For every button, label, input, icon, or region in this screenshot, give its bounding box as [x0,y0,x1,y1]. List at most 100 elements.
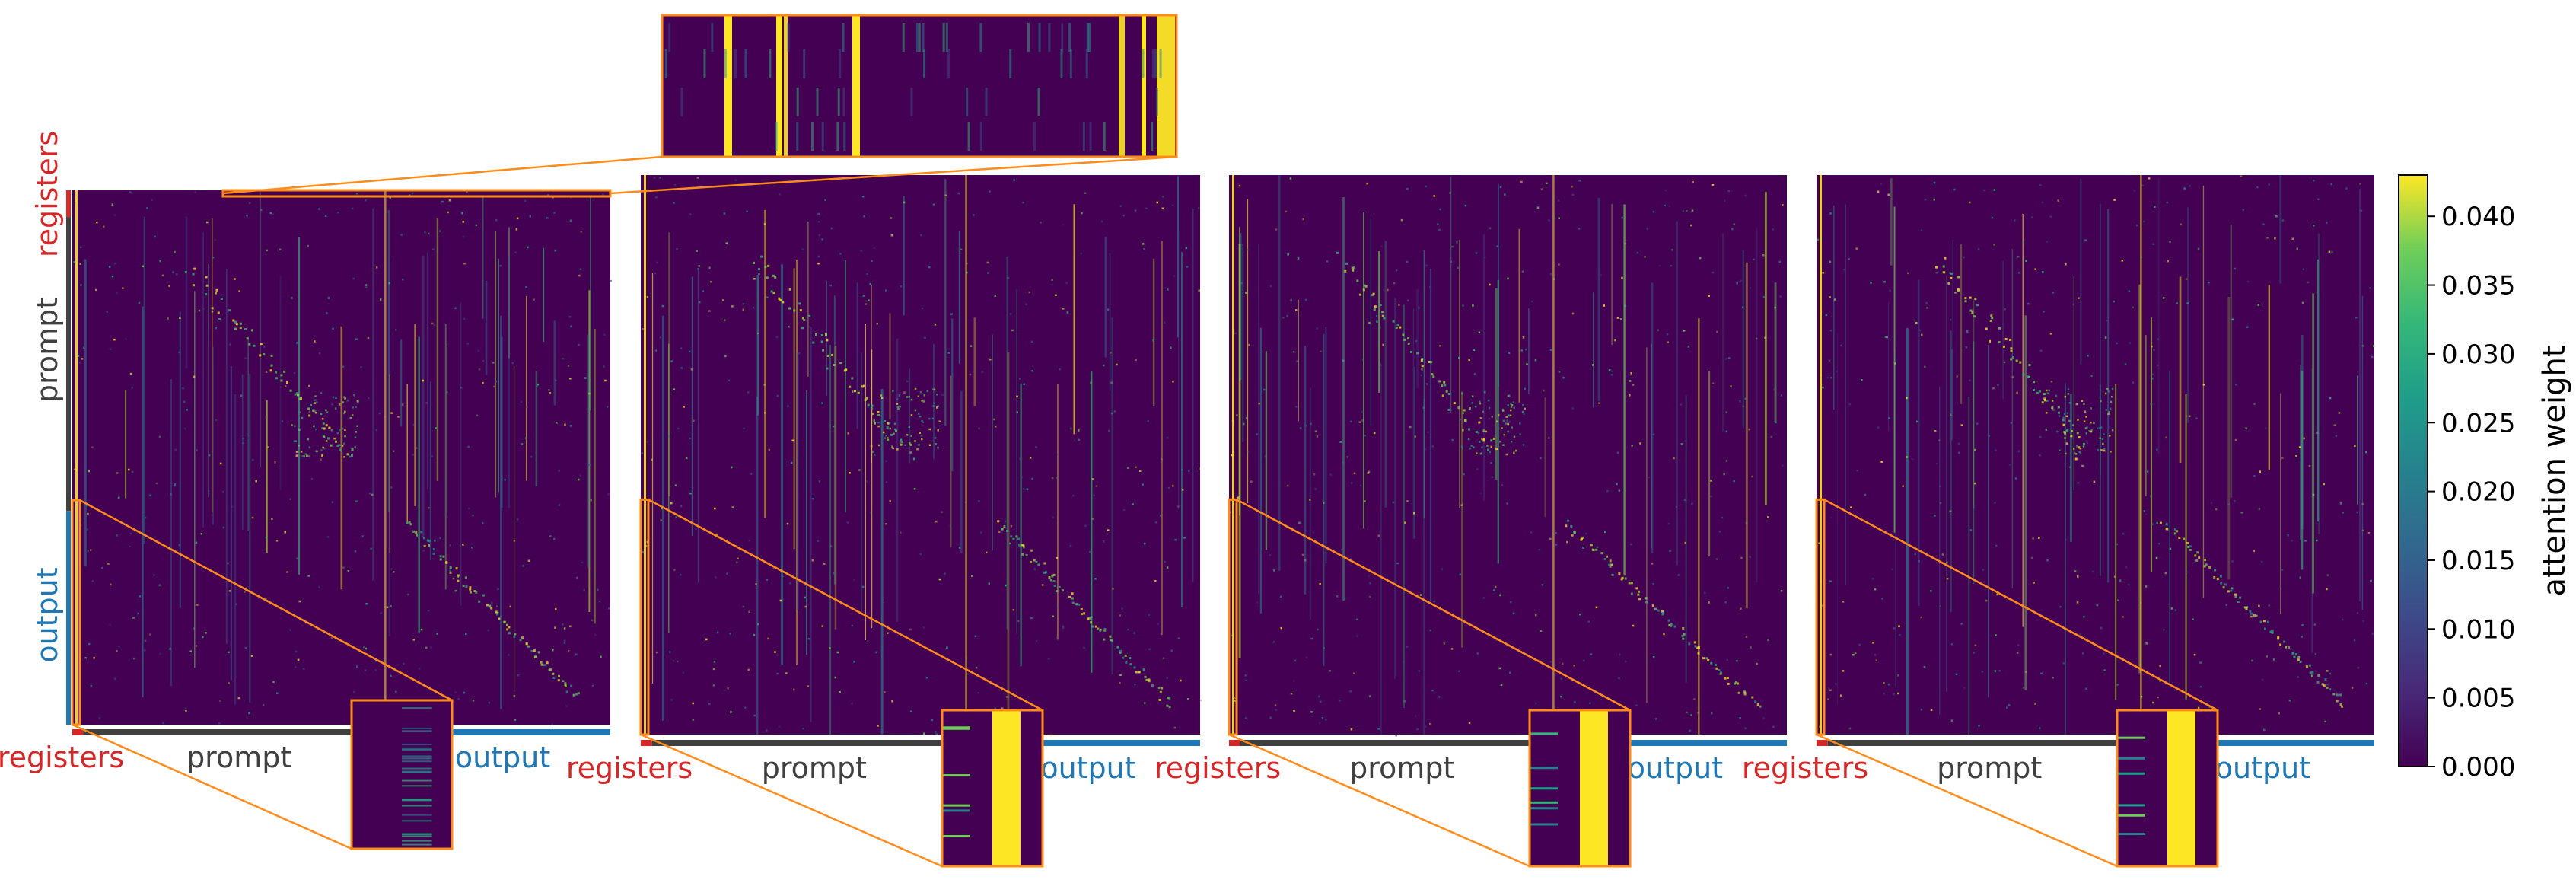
x-label-registers: registers [0,741,124,774]
zoom-connector [610,155,1177,195]
zoom-inset-row [668,23,671,52]
x-label-prompt: prompt [186,741,291,774]
zoom-inset-row [942,804,970,807]
zoom-inset-row [942,809,970,812]
colorbar-gradient [2398,174,2428,767]
zoom-inset-bright-column [1119,15,1125,157]
zoom-inset-row [402,835,432,837]
axis-bar-registers [1817,740,1828,746]
zoom-inset-row [1038,23,1041,52]
zoom-inset-row [680,88,683,116]
axis-bar-registers [66,190,71,218]
zoom-inset-row [796,88,799,116]
x-label-output: output [1628,751,1723,785]
zoom-source-box [71,499,81,726]
zoom-inset-row [922,23,925,52]
zoom-inset-row [2117,736,2145,739]
zoom-inset-row [1048,23,1051,52]
zoom-inset-row [1530,807,1558,810]
colorbar-tick-label: 0.035 [2441,271,2515,301]
zoom-inset-row [942,727,970,730]
zoom-inset-row [945,23,948,52]
zoom-inset-row [1151,49,1154,78]
zoom-inset-row [1154,49,1157,78]
zoom-inset-row [1103,122,1106,151]
zoom-inset-row [2117,757,2145,760]
zoom-connector [1816,733,2118,868]
zoom-inset-row [402,834,432,836]
zoom-inset-row [843,122,846,151]
axis-bar-prompt [1240,740,1564,746]
zoom-inset-row [837,88,840,116]
zoom-inset-row [1027,23,1030,52]
zoom-inset-row [842,88,845,116]
zoom-inset-row [402,814,432,816]
zoom-inset-row [839,49,842,78]
zoom-inset [1528,709,1632,868]
zoom-source-box [639,498,650,736]
heatmap-texture [1229,175,1784,737]
axis-bar-output [976,740,1200,746]
zoom-inset-row [664,49,667,78]
zoom-inset-bright-column [852,15,860,157]
zoom-source-box [1815,498,1826,736]
zoom-inset-row [796,122,799,151]
zoom-inset-row [947,49,950,78]
x-label-prompt: prompt [1349,751,1454,785]
zoom-inset-row [787,23,790,52]
zoom-inset-row [1530,801,1558,804]
zoom-inset [2116,709,2219,868]
zoom-inset-bright-column [784,15,788,157]
zoom-inset-row [821,122,824,151]
heatmap-texture [1817,175,2375,735]
heatmap-texture [73,190,612,725]
zoom-inset-row [1009,49,1012,78]
zoom-inset-row [816,88,819,116]
zoom-inset-bright-column [1580,710,1608,866]
zoom-inset-row [1082,122,1085,151]
axis-bar-prompt [83,729,396,735]
axis-bar-prompt [1827,740,2151,746]
zoom-inset-row [902,23,905,52]
zoom-inset-row [402,820,432,822]
zoom-inset-row [923,49,926,78]
zoom-inset-row [734,49,737,78]
zoom-inset-row [402,779,432,782]
zoom-inset-row [2117,833,2145,836]
heatmap-background [72,190,610,725]
axis-bar-registers [72,729,84,735]
zoom-connector [1236,499,1631,712]
zoom-inset-row [2117,804,2145,807]
zoom-inset-row [402,767,432,770]
zoom-inset-row [1068,23,1071,52]
zoom-inset-bright-column [1142,15,1146,157]
y-label-output: output [30,567,64,662]
x-label-registers: registers [1154,751,1281,785]
zoom-inset-row [1089,122,1092,151]
x-label-registers: registers [1742,751,1868,785]
zoom-connector [79,499,453,702]
x-label-output: output [2215,751,2310,785]
heatmap-panel-4: registers prompt output [1742,175,2375,868]
zoom-inset-row [1530,732,1558,735]
zoom-inset-row [775,122,778,151]
heatmap-texture [641,175,1202,737]
zoom-inset-row [967,122,970,151]
zoom-inset-row [803,49,806,78]
zoom-inset-row [985,88,988,116]
colorbar-tick-label: 0.040 [2441,202,2515,232]
zoom-inset-row [703,49,706,78]
zoom-inset-row [2117,772,2145,775]
heatmap-background [1817,175,2374,735]
axis-bar-registers [1229,740,1240,746]
zoom-inset-row [402,747,432,749]
zoom-inset-row [402,805,432,807]
zoom-inset-row [1037,88,1040,116]
zoom-connector [648,499,1043,712]
zoom-inset-row [402,799,432,802]
zoom-inset-row [942,774,970,777]
zoom-inset-row [1085,49,1088,78]
colorbar-tick-label: 0.000 [2441,752,2515,783]
zoom-inset-row [1086,23,1089,52]
